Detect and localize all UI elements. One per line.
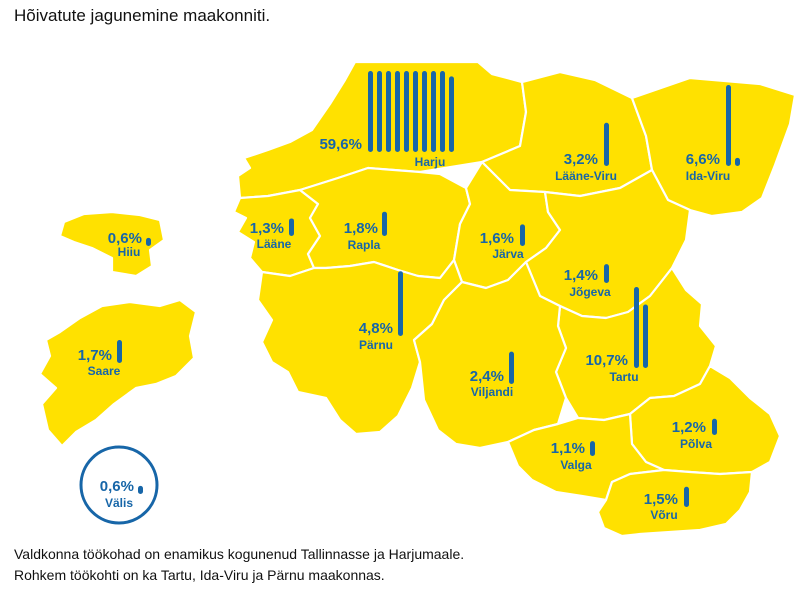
caption: Valdkonna töökohad on enamikus kogunenud… bbox=[14, 544, 464, 586]
laane-viru-percentage: 3,2% bbox=[564, 151, 598, 168]
value-bars bbox=[117, 71, 740, 507]
parnu-name: Pärnu bbox=[359, 338, 393, 352]
ida-viru-bar bbox=[735, 157, 740, 166]
valga-percentage: 1,1% bbox=[551, 440, 585, 457]
rapla-bar bbox=[382, 211, 387, 236]
tartu-name: Tartu bbox=[609, 370, 638, 384]
polva-bar bbox=[712, 418, 717, 435]
laane-viru-name: Lääne-Viru bbox=[555, 169, 617, 183]
saare-bar bbox=[117, 340, 122, 363]
hiiu-bar bbox=[146, 237, 151, 246]
valga-bar bbox=[590, 441, 595, 456]
jarva-percentage: 1,6% bbox=[480, 230, 514, 247]
harju-bar bbox=[422, 71, 427, 152]
ida-viru-percentage: 6,6% bbox=[686, 151, 720, 168]
saare-name: Saare bbox=[88, 364, 121, 378]
tartu-percentage: 10,7% bbox=[585, 352, 628, 369]
ida-viru-bar bbox=[726, 85, 731, 166]
viljandi-percentage: 2,4% bbox=[470, 368, 504, 385]
tartu-bar bbox=[634, 287, 639, 368]
saare-percentage: 1,7% bbox=[78, 347, 112, 364]
jogeva-bar bbox=[604, 264, 609, 283]
caption-line-1: Valdkonna töökohad on enamikus kogunenud… bbox=[14, 546, 465, 562]
viljandi-name: Viljandi bbox=[471, 385, 513, 399]
county-saare bbox=[38, 298, 198, 448]
harju-bar bbox=[440, 71, 445, 152]
harju-bar bbox=[377, 71, 382, 152]
caption-line-2: Rohkem töökohti on ka Tartu, Ida-Viru ja… bbox=[14, 567, 385, 583]
hiiu-name: Hiiu bbox=[118, 245, 141, 259]
harju-bar bbox=[404, 71, 409, 152]
voru-percentage: 1,5% bbox=[644, 491, 678, 508]
laane-viru-bar bbox=[604, 122, 609, 166]
ida-viru-name: Ida-Viru bbox=[686, 169, 730, 183]
harju-name: Harju bbox=[415, 155, 446, 169]
abroad-circle[interactable] bbox=[79, 445, 159, 525]
parnu-bar bbox=[398, 271, 403, 336]
harju-bar bbox=[395, 71, 400, 152]
harju-bar bbox=[368, 71, 373, 152]
polva-name: Põlva bbox=[680, 437, 712, 451]
abroad-percentage: 0,6% bbox=[100, 478, 134, 495]
jogeva-name: Jõgeva bbox=[569, 285, 611, 299]
viljandi-bar bbox=[509, 351, 514, 384]
voru-name: Võru bbox=[650, 508, 677, 522]
laane-name: Lääne bbox=[257, 237, 292, 251]
valga-name: Valga bbox=[560, 458, 592, 472]
laane-bar bbox=[289, 218, 294, 236]
county-hiiu bbox=[58, 210, 166, 278]
polva-percentage: 1,2% bbox=[672, 419, 706, 436]
parnu-percentage: 4,8% bbox=[359, 320, 393, 337]
harju-bar bbox=[386, 71, 391, 152]
abroad-bar bbox=[138, 485, 143, 494]
page-title: Hõivatute jagunemine maakonniti. bbox=[14, 6, 271, 25]
laane-percentage: 1,3% bbox=[250, 220, 284, 237]
harju-bar bbox=[431, 71, 436, 152]
rapla-name: Rapla bbox=[348, 238, 381, 252]
abroad-name: Välis bbox=[105, 496, 133, 510]
harju-bar bbox=[449, 76, 454, 152]
jarva-bar bbox=[520, 224, 525, 246]
county-labels: 59,6% Harju 3,2% Lääne-Viru 6,6% Ida-Vir… bbox=[78, 136, 730, 522]
jarva-name: Järva bbox=[492, 247, 524, 261]
county-voru[interactable] bbox=[596, 468, 754, 538]
jogeva-percentage: 1,4% bbox=[564, 267, 598, 284]
rapla-percentage: 1,8% bbox=[344, 220, 378, 237]
harju-percentage: 59,6% bbox=[319, 136, 362, 153]
voru-bar bbox=[684, 486, 689, 507]
tartu-bar bbox=[643, 304, 648, 368]
harju-bar bbox=[413, 71, 418, 152]
hiiu-percentage: 0,6% bbox=[108, 230, 142, 247]
